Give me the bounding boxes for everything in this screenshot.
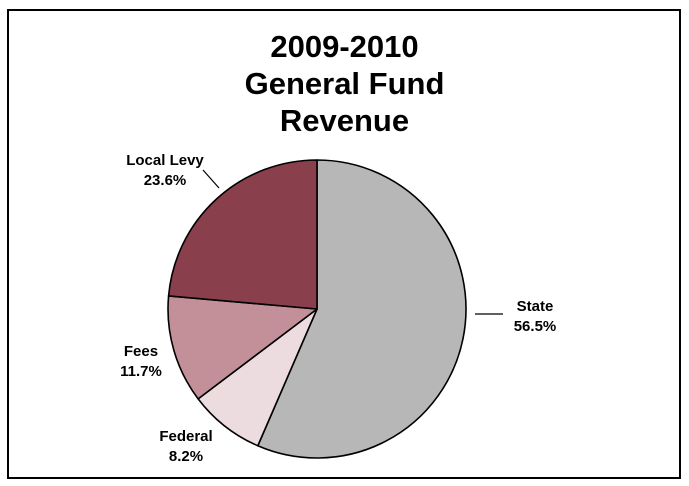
chart-title: 2009-2010 General Fund Revenue — [0, 28, 689, 139]
pie-slice-fees — [167, 295, 318, 400]
slice-label-fees-name: Fees — [124, 343, 158, 360]
slice-label-local-levy-value: 23.6% — [144, 172, 187, 189]
slice-label-federal: Federal 8.2% — [159, 428, 212, 465]
slice-label-state-name: State — [517, 298, 554, 315]
chart-title-line-1: 2009-2010 — [270, 29, 419, 64]
slice-label-fees: Fees 11.7% — [120, 343, 162, 380]
chart-title-line-3: Revenue — [279, 103, 410, 138]
slice-label-local-levy-name: Local Levy — [126, 152, 204, 169]
slice-label-federal-name: Federal — [159, 428, 212, 445]
leader-line-local-levy — [202, 169, 220, 189]
slice-label-local-levy: Local Levy 23.6% — [126, 152, 204, 189]
chart-title-line-2: General Fund — [244, 66, 445, 101]
pie-slice-state — [257, 159, 467, 459]
slice-label-state-value: 56.5% — [514, 318, 557, 335]
leader-lines — [202, 169, 503, 315]
pie-slice-local-levy — [167, 159, 318, 310]
pie-slices — [167, 159, 467, 459]
slice-label-fees-value: 11.7% — [120, 363, 162, 380]
slice-label-state: State 56.5% — [514, 298, 557, 335]
slice-label-federal-value: 8.2% — [169, 448, 203, 465]
